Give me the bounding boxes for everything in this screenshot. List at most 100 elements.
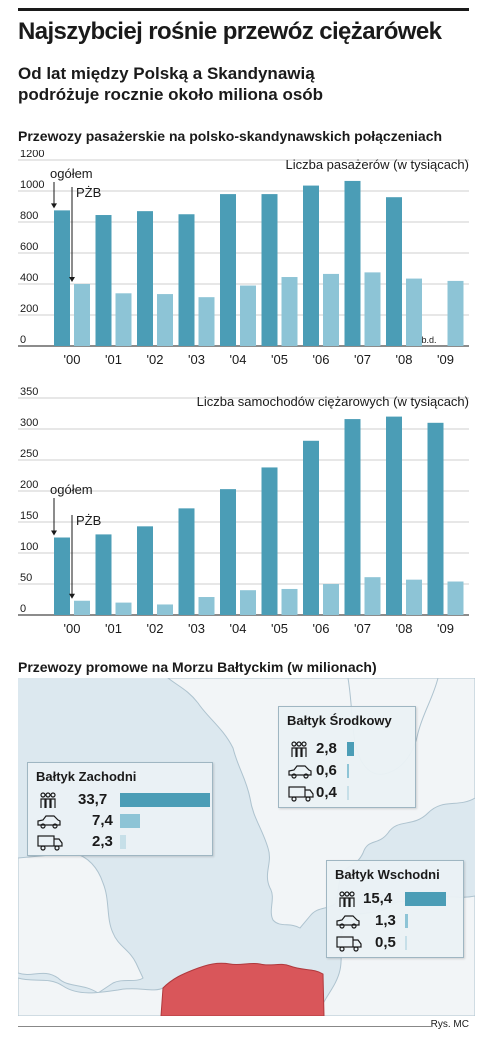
bar-total [220, 489, 236, 615]
bar-trucks [405, 936, 407, 950]
bar-pzb [323, 273, 339, 346]
bar-pzb [240, 285, 256, 346]
people-icon [291, 741, 307, 757]
x-tick-label: '01 [105, 621, 122, 636]
x-tick-label: '08 [396, 621, 413, 636]
bar-total [95, 215, 112, 346]
y-tick-label: 600 [20, 241, 38, 253]
bar-pzb [115, 293, 132, 346]
bar-pzb [74, 284, 90, 346]
truck-icon [288, 786, 314, 802]
bar-pzb [281, 588, 298, 615]
x-tick-label: '05 [271, 621, 288, 636]
legend-arrowhead [51, 203, 57, 209]
x-tick-label: '02 [147, 352, 164, 367]
legend-total-label: ogółem [50, 166, 93, 181]
x-tick-label: '09 [437, 621, 454, 636]
car-icon [336, 915, 360, 929]
bar-pzb [198, 297, 215, 346]
chart-title: Liczba samochodów ciężarowych (w tysiąca… [197, 394, 469, 409]
y-tick-label: 300 [20, 417, 38, 429]
x-tick-label: '04 [230, 621, 247, 636]
value-label: 1,3 [375, 912, 396, 929]
bar-total [54, 210, 70, 346]
x-tick-label: '07 [354, 621, 371, 636]
value-label: 0,4 [316, 784, 337, 801]
legend-total-label: ogółem [50, 482, 93, 497]
x-tick-label: '01 [105, 352, 122, 367]
bar-cars [405, 914, 409, 928]
bar-total [344, 419, 361, 615]
x-tick-label: '07 [354, 352, 371, 367]
danish-land [17, 852, 144, 994]
bar-total [386, 197, 402, 346]
legend-arrowhead [69, 593, 75, 599]
poland-land [160, 962, 325, 1017]
x-tick-label: '06 [313, 621, 330, 636]
no-data-note: b.d. [422, 335, 437, 345]
legend-pzb-label: PŻB [76, 513, 101, 528]
bar-total [137, 526, 153, 615]
bar-total [261, 194, 278, 346]
bar-pzb [406, 278, 422, 346]
value-label: 7,4 [92, 812, 113, 829]
bar-total [303, 440, 319, 615]
bar-pzb [447, 581, 464, 615]
top-rule [18, 8, 469, 11]
x-tick-label: '05 [271, 352, 288, 367]
car-icon [37, 815, 61, 829]
y-tick-label: 200 [20, 303, 38, 315]
value-label: 2,8 [316, 740, 337, 757]
bar-pzb [364, 272, 381, 346]
bar-pzb [364, 577, 381, 615]
value-label: 0,5 [375, 934, 396, 951]
truck-icon [37, 835, 63, 851]
subtitle: Od lat między Polską a Skandynawią podró… [18, 64, 324, 104]
value-label: 0,6 [316, 762, 337, 779]
bar-pzb [198, 597, 215, 615]
people-icon [339, 891, 355, 907]
x-tick-label: '00 [64, 352, 81, 367]
x-tick-label: '09 [437, 352, 454, 367]
legend-arrowhead [51, 530, 57, 536]
bar-pzb [157, 604, 173, 615]
box-title: Bałtyk Wschodni [335, 867, 440, 882]
x-tick-label: '02 [147, 621, 164, 636]
y-tick-label: 100 [20, 541, 38, 553]
box-title: Bałtyk Zachodni [36, 769, 137, 784]
y-tick-label: 0 [20, 334, 26, 346]
y-tick-label: 350 [20, 386, 38, 398]
x-tick-label: '03 [188, 352, 205, 367]
bar-total [344, 180, 361, 346]
bar-pzb [447, 280, 464, 346]
people-icon [40, 792, 56, 808]
bar-total [178, 508, 195, 615]
bar-cars [120, 814, 140, 828]
x-tick-label: '03 [188, 621, 205, 636]
bar-pzb [157, 294, 173, 346]
section-passenger-title: Przewozy pasażerskie na polsko-skandynaw… [18, 128, 443, 144]
bar-cars [347, 764, 349, 778]
bar-total [303, 185, 319, 346]
bar-trucks [347, 786, 349, 800]
bar-pzb [74, 600, 90, 615]
trucks-chart: 0 50 100 150 200 250 300 350 Liczba samochodów c… [18, 386, 469, 636]
bar-total [54, 537, 70, 615]
bar-total [386, 416, 402, 615]
x-tick-label: '04 [230, 352, 247, 367]
x-tick-label: '06 [313, 352, 330, 367]
y-tick-label: 200 [20, 479, 38, 491]
box-baltic-middle: Bałtyk Środkowy 2,8 0,6 0,4 [278, 706, 416, 808]
bar-total [137, 211, 153, 346]
box-title: Bałtyk Środkowy [287, 713, 392, 728]
footer-rule [18, 1026, 431, 1027]
y-tick-label: 150 [20, 510, 38, 522]
bar-total [261, 467, 278, 615]
bar-total [95, 534, 112, 615]
value-label: 15,4 [363, 890, 393, 907]
bar-passengers [405, 892, 447, 906]
box-baltic-west: Bałtyk Zachodni 33,7 7,4 2,3 [27, 762, 213, 856]
y-tick-label: 400 [20, 272, 38, 284]
germany-land [17, 977, 164, 1017]
y-tick-label: 1000 [20, 179, 44, 191]
